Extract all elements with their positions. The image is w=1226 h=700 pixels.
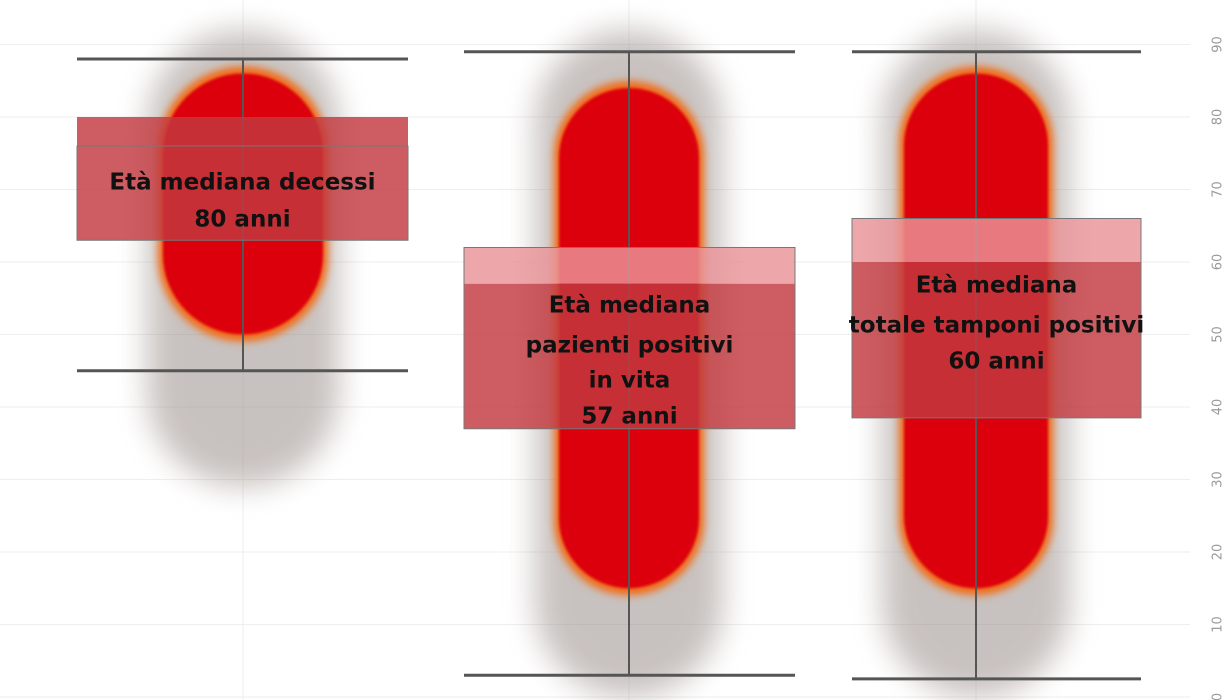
box-label-2-line-3: in vita — [589, 368, 671, 394]
box-label-3-line-3: 60 anni — [948, 349, 1044, 375]
y-tick-label-10: 10 — [1211, 616, 1226, 633]
box-label-2-line-2: pazienti positivi — [526, 333, 734, 359]
boxplot-layer: Età mediana decessi 80 anni Età mediana paz… — [76, 50, 1144, 681]
y-tick-label-40: 40 — [1211, 399, 1226, 416]
box-label-2-line-4: 57 anni — [581, 404, 677, 430]
box-outline-2 — [463, 247, 796, 430]
boxplot-group-3: Età mediana totale tamponi positivi 60 ann… — [849, 50, 1144, 681]
y-tick-label-0: 0 — [1211, 693, 1226, 700]
y-tick-label-50: 50 — [1211, 326, 1226, 343]
y-tick-label-80: 80 — [1211, 109, 1226, 126]
y-tick-label-70: 70 — [1211, 181, 1226, 198]
y-tick-label-90: 90 — [1211, 36, 1226, 53]
y-axis: 0 10 20 30 40 50 60 70 80 90 — [1211, 36, 1226, 700]
boxplot-group-1: Età mediana decessi 80 anni — [76, 57, 409, 373]
box-label-2-line-1: Età mediana — [549, 293, 711, 319]
box-upper-2 — [464, 247, 795, 284]
boxplot-group-2: Età mediana pazienti positivi in vita 57 an… — [463, 50, 796, 677]
box-lower-1 — [77, 117, 408, 241]
box-upper-3 — [852, 218, 1141, 262]
y-tick-label-30: 30 — [1211, 471, 1226, 488]
box-outline-3 — [851, 218, 1142, 419]
box-label-3-line-1: Età mediana — [916, 273, 1078, 299]
y-tick-label-20: 20 — [1211, 544, 1226, 561]
box-label-1-line-1: Età mediana decessi — [109, 170, 375, 196]
box-lower-3 — [852, 262, 1141, 418]
y-tick-label-60: 60 — [1211, 254, 1226, 271]
box-outline-1 — [76, 145, 409, 241]
box-label-1-line-2: 80 anni — [194, 207, 290, 233]
box-label-3-line-2: totale tamponi positivi — [849, 313, 1144, 339]
box-lower-2 — [464, 283, 795, 429]
